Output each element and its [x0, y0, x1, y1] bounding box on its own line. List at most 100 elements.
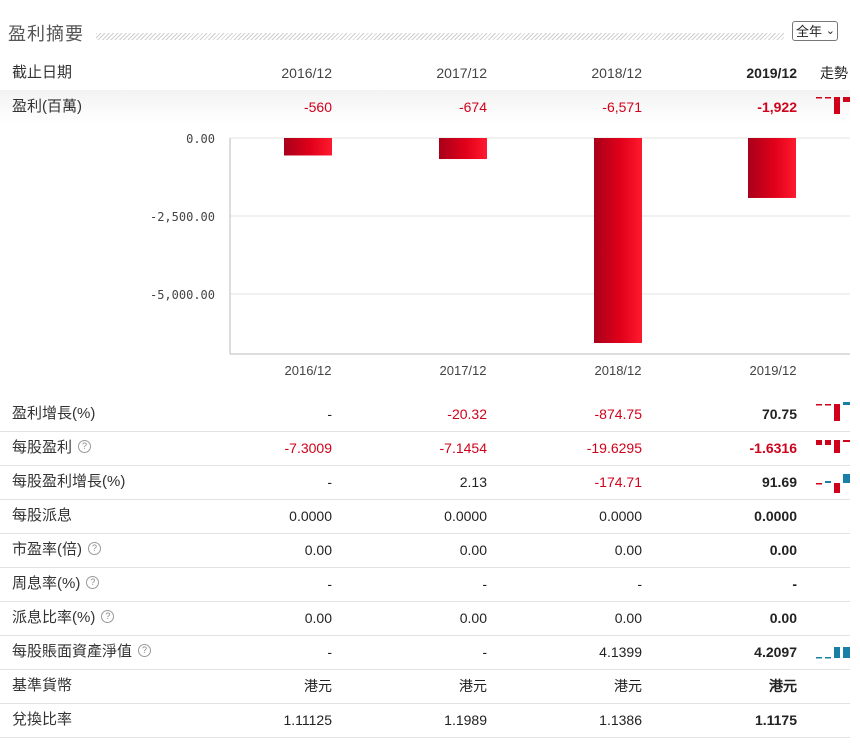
table-row: 每股派息 0.0000 0.0000 0.0000 0.0000	[0, 499, 850, 534]
row-value: 4.2097	[754, 644, 797, 660]
row-label-text: 派息比率(%)	[12, 609, 96, 626]
trend-sparkline	[816, 402, 850, 421]
profit-value: -1,922	[757, 99, 797, 115]
row-value: -7.1454	[439, 440, 487, 456]
row-label: 盈利增長(%)	[12, 397, 95, 431]
row-label: 基準貨幣	[12, 669, 72, 703]
row-value: 2.13	[459, 474, 487, 490]
help-icon[interactable]: ?	[101, 609, 115, 623]
profit-bar	[284, 138, 332, 156]
row-label-text: 兌換比率	[12, 711, 73, 728]
help-icon[interactable]: ?	[78, 439, 92, 453]
header-divider	[96, 33, 784, 40]
x-tick-label: 2016/12	[284, 363, 332, 378]
row-value: 91.69	[761, 474, 797, 490]
help-icon[interactable]: ?	[86, 575, 100, 589]
year-header: 2018/12	[591, 65, 642, 81]
profit-chart: 0.00 -2,500.00 -5,000.00 2016/12 2017/12…	[0, 122, 850, 392]
row-label-text: 每股派息	[12, 507, 73, 524]
profit-label: 盈利(百萬)	[12, 98, 82, 115]
help-icon[interactable]: ?	[138, 643, 152, 657]
row-label: 兌換比率	[12, 703, 72, 737]
row-value: -	[482, 644, 487, 660]
row-value: 0.0000	[754, 508, 797, 524]
profit-bar	[439, 138, 487, 160]
row-value: 0.00	[304, 542, 332, 558]
row-value: 0.00	[304, 610, 332, 626]
table-row: 基準貨幣 港元 港元 港元 港元	[0, 669, 850, 704]
row-value: -	[327, 576, 332, 592]
trend-header: 走勢	[820, 65, 848, 81]
period-select-value: 全年	[796, 24, 823, 39]
row-label: 派息比率(%)?	[12, 601, 115, 635]
row-value: 港元	[304, 678, 332, 694]
y-tick-label: -2,500.00	[149, 210, 215, 224]
row-value: 1.1386	[599, 712, 642, 728]
row-value: 港元	[614, 678, 642, 694]
profit-sparkline	[816, 97, 850, 114]
profit-value: -560	[303, 99, 332, 115]
table-row: 兌換比率 1.11125 1.1989 1.1386 1.1175	[0, 703, 850, 738]
row-value: -19.6295	[586, 440, 642, 456]
row-value: 0.0000	[599, 508, 642, 524]
x-tick-label: 2019/12	[749, 363, 797, 378]
row-value: 0.00	[459, 610, 487, 626]
row-value: -1.6316	[749, 440, 797, 456]
row-value: -20.32	[447, 406, 487, 422]
row-value: 4.1399	[599, 644, 642, 660]
y-tick-label: 0.00	[186, 132, 215, 146]
row-label: 周息率(%)?	[12, 567, 100, 601]
row-value: -	[327, 474, 332, 490]
row-label-text: 周息率(%)	[12, 575, 81, 592]
year-header: 2016/12	[281, 65, 332, 81]
row-value: -	[792, 576, 797, 592]
row-value: 0.00	[614, 610, 642, 626]
chevron-down-icon: ⌄	[825, 25, 835, 37]
row-value: 70.75	[761, 406, 797, 422]
row-label: 每股盈利增長(%)	[12, 465, 125, 499]
trend-sparkline	[816, 474, 850, 493]
row-value: 1.1175	[754, 712, 797, 728]
profit-bar-chart	[229, 137, 850, 355]
row-value: -	[327, 406, 332, 422]
year-header: 2017/12	[436, 65, 487, 81]
row-value: 0.0000	[289, 508, 332, 524]
date-column-label: 截止日期	[12, 64, 73, 81]
row-label-text: 每股盈利增長(%)	[12, 473, 126, 490]
profit-bar	[594, 138, 642, 344]
profit-bar	[748, 138, 796, 198]
table-row: 周息率(%)? - - - -	[0, 567, 850, 602]
row-label: 每股賬面資產淨值?	[12, 635, 152, 669]
trend-sparkline	[816, 647, 850, 659]
row-label: 市盈率(倍)?	[12, 533, 101, 567]
section-header: 盈利摘要 全年 ⌄	[0, 16, 850, 50]
row-value: 港元	[769, 678, 797, 694]
row-value: -874.75	[594, 406, 642, 422]
row-value: 0.00	[459, 542, 487, 558]
row-label-text: 基準貨幣	[12, 677, 73, 694]
profit-row: 盈利(百萬) -560 -674 -6,571 -1,922	[0, 90, 850, 124]
profit-value: -674	[458, 99, 487, 115]
table-row: 派息比率(%)? 0.00 0.00 0.00 0.00	[0, 601, 850, 636]
help-icon[interactable]: ?	[88, 541, 101, 555]
table-row: 每股盈利? -7.3009 -7.1454 -19.6295 -1.6316	[0, 431, 850, 466]
row-value: 0.00	[769, 542, 797, 558]
row-value: 港元	[459, 678, 487, 694]
table-row: 盈利增長(%) - -20.32 -874.75 70.75	[0, 397, 850, 432]
row-value: -	[637, 576, 642, 592]
section-title: 盈利摘要	[8, 24, 84, 44]
profit-value: -6,571	[602, 99, 642, 115]
row-value: 0.00	[769, 610, 797, 626]
trend-sparkline	[816, 440, 850, 453]
table-row: 每股賬面資產淨值? - - 4.1399 4.2097	[0, 635, 850, 670]
row-value: -174.71	[594, 474, 642, 490]
table-row: 市盈率(倍)? 0.00 0.00 0.00 0.00	[0, 533, 850, 568]
row-label: 每股派息	[12, 499, 72, 533]
row-value: 0.0000	[444, 508, 487, 524]
year-header: 2019/12	[746, 65, 797, 81]
row-label-text: 每股賬面資產淨值	[12, 643, 133, 660]
row-label-text: 盈利增長(%)	[12, 405, 96, 422]
row-label-text: 市盈率(倍)	[12, 541, 82, 558]
period-select[interactable]: 全年 ⌄	[792, 21, 838, 41]
row-value: -	[327, 644, 332, 660]
